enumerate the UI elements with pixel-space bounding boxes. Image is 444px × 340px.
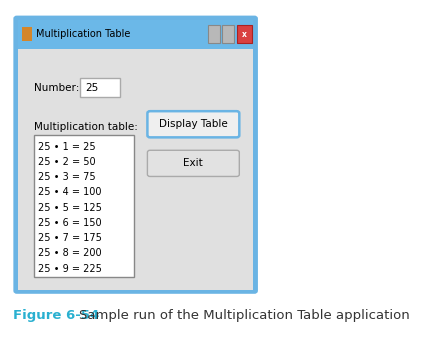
- Text: 25 • 8 = 200: 25 • 8 = 200: [38, 249, 102, 258]
- FancyBboxPatch shape: [147, 150, 239, 176]
- FancyBboxPatch shape: [15, 17, 256, 292]
- FancyBboxPatch shape: [147, 111, 239, 137]
- Text: 25 • 3 = 75: 25 • 3 = 75: [38, 172, 96, 182]
- Text: Number:: Number:: [34, 83, 79, 93]
- Bar: [222, 26, 234, 43]
- Text: 25 • 6 = 150: 25 • 6 = 150: [38, 218, 102, 228]
- Text: 25: 25: [85, 83, 98, 93]
- Text: 25 • 9 = 225: 25 • 9 = 225: [38, 264, 102, 274]
- Text: 25 • 1 = 25: 25 • 1 = 25: [38, 142, 96, 152]
- Text: Multiplication Table: Multiplication Table: [36, 29, 131, 39]
- Text: Multiplication table:: Multiplication table:: [34, 122, 138, 132]
- Bar: [18, 49, 253, 290]
- Text: 25 • 7 = 175: 25 • 7 = 175: [38, 233, 102, 243]
- Bar: [80, 78, 120, 97]
- Bar: [18, 20, 253, 49]
- Text: 25 • 2 = 50: 25 • 2 = 50: [38, 157, 96, 167]
- Text: 25 • 5 = 125: 25 • 5 = 125: [38, 203, 102, 213]
- Text: Display Table: Display Table: [159, 119, 228, 129]
- Text: Figure 6-54: Figure 6-54: [13, 309, 99, 322]
- Text: 25 • 4 = 100: 25 • 4 = 100: [38, 187, 102, 198]
- Text: Exit: Exit: [183, 158, 203, 168]
- Bar: [34, 135, 134, 277]
- Bar: [22, 27, 32, 41]
- Text: x: x: [242, 30, 246, 39]
- Bar: [208, 26, 220, 43]
- Text: Sample run of the Multiplication Table application: Sample run of the Multiplication Table a…: [79, 309, 410, 322]
- Bar: [237, 26, 252, 43]
